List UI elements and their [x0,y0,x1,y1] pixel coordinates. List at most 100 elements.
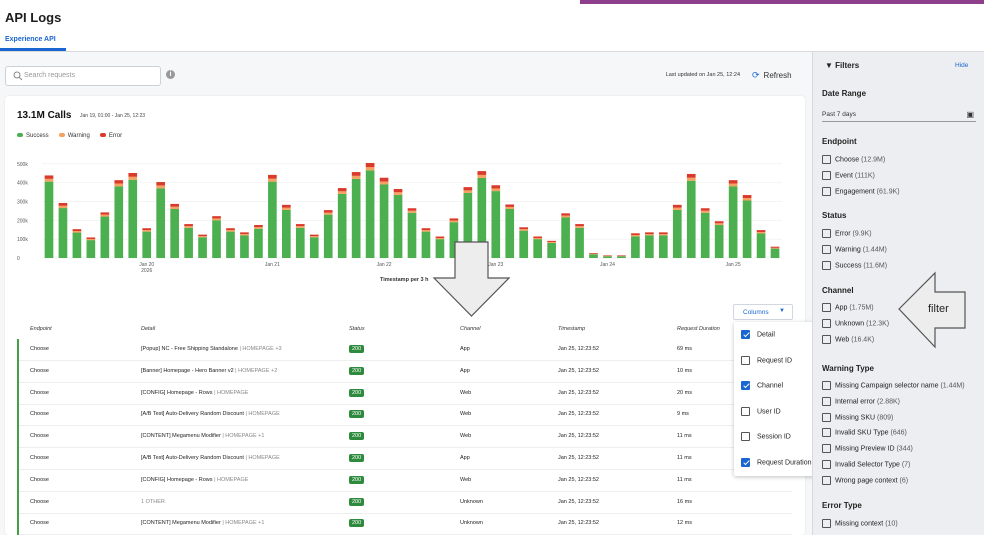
table-row[interactable]: Choose [CONTENT] Megamenu Modifier | HOME… [17,426,792,449]
bar-success[interactable] [603,256,612,258]
column-toggle-request-duration[interactable]: Request Duration [741,457,811,467]
bar-success[interactable] [268,181,277,258]
bar-warning[interactable] [421,230,431,232]
th-endpoint[interactable]: Endpoint [30,326,52,332]
bar-warning[interactable] [714,223,724,226]
bar-warning[interactable] [58,205,68,209]
bar-warning[interactable] [365,167,375,171]
bar-success[interactable] [770,248,780,258]
bar-success[interactable] [393,194,403,258]
bar-warning[interactable] [728,183,738,187]
info-icon[interactable]: i [166,70,175,79]
table-row[interactable]: Choose [CONFIG] Homepage - Rows | HOMEPAG… [17,382,792,405]
bar-success[interactable] [449,222,459,258]
bar-error[interactable] [589,253,598,254]
bar-error[interactable] [435,236,445,239]
checkbox[interactable] [822,412,831,422]
bar-error[interactable] [575,224,584,227]
bar-warning[interactable] [477,174,487,178]
bar-warning[interactable] [72,231,82,233]
bar-success[interactable] [254,228,263,258]
bar-error[interactable] [58,202,68,206]
th-detail[interactable]: Detail [141,326,156,332]
checkbox[interactable] [822,170,831,180]
bar-warning[interactable] [198,236,207,238]
checkbox[interactable] [741,457,750,467]
bar-error[interactable] [100,212,110,215]
bar-success[interactable] [58,208,68,258]
table-row[interactable]: Choose 1 OTHER 200 Unknown Jan 25, 12:23:52… [17,491,792,514]
columns-button[interactable]: Columns ▼ [733,304,793,320]
bar-error[interactable] [72,229,82,232]
bar-warning[interactable] [547,241,556,243]
bar-warning[interactable] [142,230,152,232]
bar-success[interactable] [100,216,110,258]
table-row[interactable]: Choose [CONTENT] Megamenu Modifier | HOME… [17,513,792,535]
bar-success[interactable] [379,184,389,259]
bar-warning[interactable] [575,226,584,228]
table-row[interactable]: Choose [CONFIG] Homepage - Rows | HOMEPAG… [17,469,792,492]
bar-success[interactable] [323,214,333,258]
bar-error[interactable] [240,232,249,235]
bar-error[interactable] [519,227,529,230]
bar-error[interactable] [86,237,96,239]
bar-error[interactable] [212,216,221,219]
checkbox[interactable] [822,444,831,454]
bar-success[interactable] [547,242,556,258]
filter-option-warning[interactable]: Warning (1.44M) [822,244,887,254]
bar-success[interactable] [477,177,487,258]
bar-error[interactable] [282,204,291,208]
checkbox[interactable] [822,229,831,238]
bar-success[interactable] [170,209,179,258]
bar-success[interactable] [589,254,598,258]
checkbox[interactable] [822,396,831,406]
bar-error[interactable] [463,187,473,191]
bar-warning[interactable] [240,234,249,236]
checkbox[interactable] [822,460,831,469]
bar-success[interactable] [156,188,166,258]
bar-success[interactable] [519,230,529,258]
bar-error[interactable] [617,255,626,256]
bar-warning[interactable] [323,212,333,215]
checkbox[interactable] [822,318,831,328]
checkbox[interactable] [822,155,831,164]
bar-error[interactable] [672,204,682,208]
bar-error[interactable] [561,213,570,216]
table-row[interactable]: Choose [Popup] NC - Free Shipping Standal… [17,339,792,361]
bar-warning[interactable] [337,191,347,194]
bar-success[interactable] [295,227,305,258]
filter-option-unknown[interactable]: Unknown (12.3K) [822,318,889,328]
bar-success[interactable] [714,225,724,258]
bar-error[interactable] [714,221,724,224]
bar-warning[interactable] [268,178,277,182]
table-row[interactable]: Choose [A/B Test] Auto-Delivery Random Di… [17,448,792,470]
bar-error[interactable] [756,230,766,232]
bar-success[interactable] [742,200,752,258]
checkbox[interactable] [741,381,750,390]
bar-warning[interactable] [86,238,96,241]
filter-option-internal-error[interactable]: Internal error (2.88K) [822,396,900,406]
filter-option-app[interactable]: App (1.75M) [822,303,874,312]
checkbox[interactable] [822,334,831,344]
bar-success[interactable] [505,209,515,258]
bar-error[interactable] [379,177,389,182]
checkbox[interactable] [741,355,750,365]
bar-error[interactable] [742,195,752,199]
date-range-select[interactable]: Past 7 days ▣ [822,108,976,122]
calendar-icon[interactable]: ▣ [966,110,974,119]
bar-warning[interactable] [435,238,445,240]
bar-warning[interactable] [309,236,319,238]
bar-warning[interactable] [170,206,179,209]
hide-filters-link[interactable]: Hide [955,62,969,69]
checkbox[interactable] [822,244,831,254]
bar-warning[interactable] [128,176,138,180]
bar-error[interactable] [323,210,333,213]
bar-error[interactable] [351,172,361,176]
bar-success[interactable] [728,186,738,258]
bar-error[interactable] [421,228,431,231]
bar-error[interactable] [686,173,696,178]
bar-error[interactable] [44,175,54,179]
bar-error[interactable] [226,228,235,231]
bar-error[interactable] [645,232,654,235]
bar-success[interactable] [421,231,431,258]
